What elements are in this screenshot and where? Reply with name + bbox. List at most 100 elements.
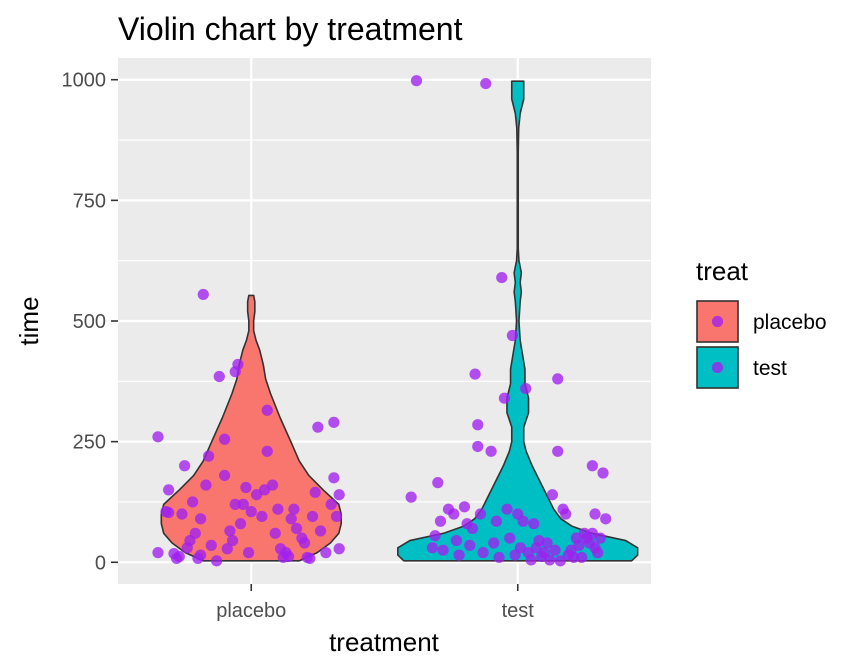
data-point-placebo — [333, 543, 345, 555]
data-point-placebo — [176, 508, 188, 520]
data-point-test — [498, 392, 511, 404]
data-point-test — [586, 460, 598, 472]
data-point-placebo — [266, 479, 279, 491]
legend-label-test: test — [753, 357, 787, 380]
data-point-test — [480, 77, 492, 90]
data-point-test — [453, 549, 465, 561]
legend-point-test — [711, 361, 724, 374]
data-point-placebo — [298, 537, 311, 549]
data-point-test — [458, 501, 471, 513]
y-tick-label: 0 — [95, 552, 106, 574]
data-point-placebo — [152, 547, 164, 559]
data-point-placebo — [187, 496, 199, 508]
data-point-placebo — [256, 510, 268, 523]
data-point-test — [464, 539, 476, 551]
data-point-test — [520, 382, 532, 395]
data-point-test — [504, 532, 516, 544]
y-tick-label: 250 — [73, 432, 106, 454]
data-point-test — [501, 503, 513, 515]
data-point-test — [506, 329, 519, 342]
data-point-test — [448, 508, 460, 520]
data-point-placebo — [272, 503, 284, 515]
data-point-placebo — [179, 460, 191, 472]
y-tick-label: 1000 — [62, 70, 107, 92]
data-point-placebo — [325, 498, 337, 510]
points — [152, 75, 612, 567]
data-point-placebo — [333, 489, 345, 501]
data-point-test — [528, 518, 540, 530]
data-point-placebo — [314, 525, 327, 537]
data-point-test — [592, 547, 604, 559]
data-point-test — [432, 477, 444, 489]
data-point-placebo — [261, 445, 273, 457]
data-point-test — [477, 547, 489, 559]
violins — [160, 80, 639, 562]
data-point-placebo — [285, 513, 297, 525]
data-point-placebo — [211, 555, 223, 567]
data-point-test — [469, 368, 481, 380]
legend-title: treat — [696, 256, 749, 286]
data-point-placebo — [269, 527, 281, 539]
data-point-placebo — [242, 547, 255, 559]
data-point-test — [490, 515, 503, 527]
x-tick-label: test — [502, 600, 535, 622]
data-point-test — [410, 75, 423, 87]
data-point-placebo — [200, 479, 212, 491]
data-point-test — [434, 515, 447, 527]
data-point-placebo — [197, 288, 209, 301]
data-point-placebo — [173, 550, 185, 563]
data-point-test — [466, 522, 479, 535]
data-point-placebo — [195, 513, 207, 525]
data-point-placebo — [328, 472, 340, 484]
data-point-placebo — [240, 481, 252, 494]
y-tick-label: 750 — [73, 190, 106, 212]
data-point-placebo — [229, 498, 241, 510]
data-point-placebo — [203, 450, 215, 462]
data-point-placebo — [306, 510, 319, 523]
data-point-test — [589, 508, 601, 520]
data-point-placebo — [261, 404, 273, 416]
data-point-placebo — [163, 506, 175, 519]
data-point-placebo — [237, 498, 249, 510]
data-point-placebo — [282, 550, 295, 563]
data-point-test — [597, 467, 609, 479]
data-point-placebo — [309, 486, 321, 498]
data-point-test — [600, 513, 612, 525]
data-point-test — [474, 508, 487, 520]
data-point-test — [517, 515, 529, 527]
legend-label-placebo: placebo — [753, 311, 827, 334]
data-point-placebo — [288, 503, 300, 515]
data-point-test — [552, 445, 564, 457]
data-point-test — [472, 440, 484, 453]
data-point-test — [576, 551, 588, 564]
legend: treat placebo test — [696, 256, 827, 389]
data-point-placebo — [224, 525, 236, 537]
x-axis: placebo test — [216, 584, 534, 622]
data-point-test — [594, 532, 606, 544]
data-point-placebo — [328, 416, 340, 428]
data-point-test — [549, 544, 561, 556]
data-point-test — [472, 419, 484, 431]
data-point-test — [560, 508, 572, 520]
data-point-placebo — [330, 510, 343, 523]
y-axis-label: time — [14, 296, 44, 345]
data-point-placebo — [320, 547, 332, 559]
data-point-test — [573, 539, 585, 551]
data-point-placebo — [232, 358, 244, 371]
data-point-placebo — [189, 527, 201, 539]
data-point-test — [405, 491, 417, 503]
data-point-placebo — [205, 539, 217, 551]
data-point-placebo — [234, 518, 247, 530]
data-point-placebo — [226, 534, 239, 547]
data-point-placebo — [219, 433, 231, 445]
data-point-placebo — [195, 549, 207, 561]
data-point-test — [554, 555, 566, 567]
data-point-test — [493, 551, 505, 564]
chart-title: Violin chart by treatment — [118, 11, 463, 47]
data-point-test — [541, 537, 553, 549]
data-point-test — [546, 489, 558, 501]
data-point-test — [450, 534, 463, 547]
data-point-placebo — [245, 506, 257, 518]
data-point-test — [552, 373, 564, 385]
